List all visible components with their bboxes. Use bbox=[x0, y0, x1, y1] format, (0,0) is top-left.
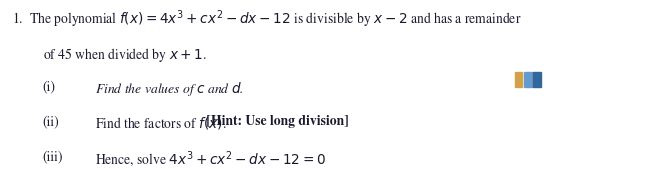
Bar bbox=[533, 72, 541, 87]
Text: [Hint: Use long division]: [Hint: Use long division] bbox=[95, 115, 349, 128]
Text: Find the factors of $f(x)$.: Find the factors of $f(x)$. bbox=[95, 115, 227, 131]
Text: (i): (i) bbox=[43, 80, 56, 94]
Text: Hence, solve $4x^3 + cx^2 - dx - 12 = 0$: Hence, solve $4x^3 + cx^2 - dx - 12 = 0$ bbox=[95, 150, 326, 169]
Bar bbox=[524, 72, 532, 87]
Text: (ii): (ii) bbox=[43, 115, 59, 128]
Text: 1.  The polynomial $f(x) = 4x^3 + cx^2 - dx - 12$ is divisible by $x - 2$ and ha: 1. The polynomial $f(x) = 4x^3 + cx^2 - … bbox=[12, 8, 521, 30]
Bar bbox=[515, 72, 522, 87]
Text: (iii): (iii) bbox=[43, 150, 63, 163]
Text: of 45 when divided by $x + 1$.: of 45 when divided by $x + 1$. bbox=[43, 46, 207, 64]
Text: Find the values of $c$ and $d$.: Find the values of $c$ and $d$. bbox=[95, 80, 244, 98]
